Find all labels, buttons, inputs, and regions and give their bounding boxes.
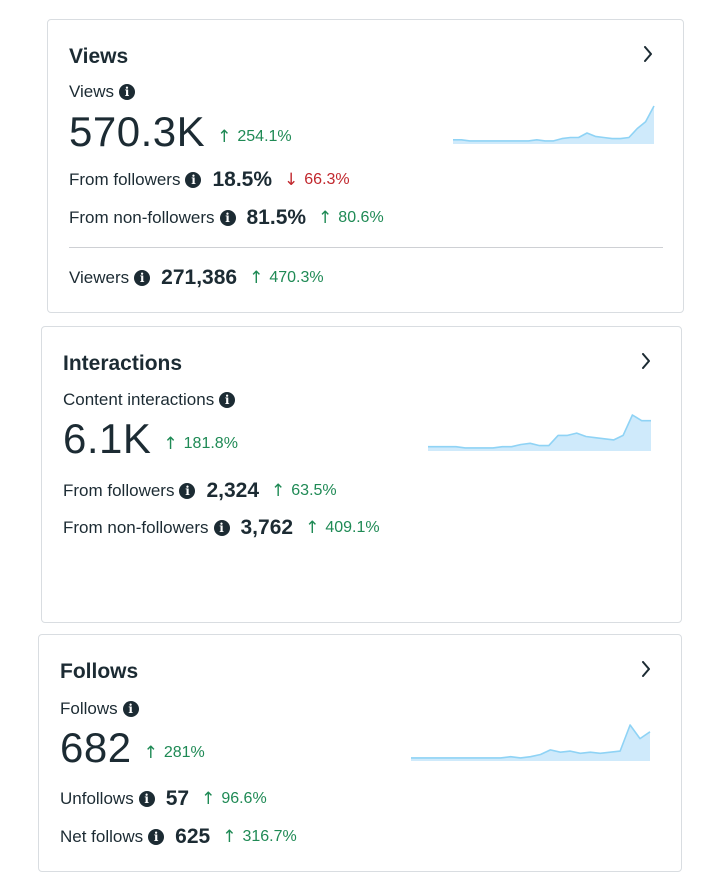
views-from-non-followers-row: From non-followers i 81.5% ↑ 80.6% (69, 206, 384, 230)
interactions-metric-delta: ↑ 181.8% (163, 434, 238, 454)
follows-net-follows-delta: ↑ 316.7% (222, 827, 297, 847)
arrow-down-icon: ↓ (284, 170, 299, 190)
views-card: Views Views i 570.3K ↑ 254.1% From follo… (47, 19, 684, 313)
interactions-from-non-followers-delta: ↑ 409.1% (305, 518, 380, 538)
interactions-sparkline (428, 414, 651, 451)
views-from-followers-label: From followers (69, 170, 181, 189)
views-card-title: Views (69, 45, 129, 68)
views-from-non-followers-label: From non-followers (69, 208, 215, 227)
interactions-metric-value: 6.1K (63, 415, 152, 462)
views-from-followers-delta-value: 66.3% (304, 171, 350, 188)
interactions-from-followers-value: 2,324 (206, 479, 260, 502)
interactions-card-title: Interactions (63, 352, 183, 375)
chevron-right-icon[interactable] (635, 658, 657, 680)
views-viewers-delta-value: 470.3% (269, 269, 324, 286)
info-icon[interactable]: i (119, 84, 136, 100)
arrow-up-icon: ↑ (217, 127, 232, 147)
views-from-followers-value: 18.5% (212, 168, 273, 191)
views-viewers-delta: ↑ 470.3% (249, 268, 324, 288)
views-sparkline (453, 105, 655, 144)
info-icon[interactable]: i (148, 829, 165, 845)
views-metric-delta: ↑ 254.1% (217, 127, 292, 147)
arrow-up-icon: ↑ (305, 518, 320, 538)
follows-net-follows-value: 625 (175, 825, 211, 848)
follows-card-title: Follows (60, 660, 139, 683)
info-icon[interactable]: i (179, 483, 196, 499)
arrow-up-icon: ↑ (143, 743, 158, 763)
interactions-sparkline-line (428, 414, 651, 449)
views-from-non-followers-delta: ↑ 80.6% (318, 208, 384, 228)
interactions-from-followers-delta-value: 63.5% (291, 482, 337, 499)
interactions-from-non-followers-row: From non-followers i 3,762 ↑ 409.1% (63, 516, 380, 540)
follows-unfollows-row: Unfollows i 57 ↑ 96.6% (60, 787, 267, 811)
views-metric-label-row: Views i (69, 82, 136, 102)
info-icon[interactable]: i (138, 791, 155, 807)
follows-metric-delta: ↑ 281% (144, 743, 205, 763)
arrow-up-icon: ↑ (271, 481, 286, 501)
arrow-up-icon: ↑ (201, 789, 216, 809)
interactions-from-non-followers-value: 3,762 (240, 516, 294, 539)
follows-sparkline (411, 724, 651, 761)
interactions-metric-delta-value: 181.8% (183, 435, 238, 452)
views-divider (69, 247, 663, 248)
views-from-non-followers-delta-value: 80.6% (338, 209, 384, 226)
interactions-from-followers-label: From followers (63, 481, 175, 500)
views-metric-row: 570.3K ↑ 254.1% (69, 108, 292, 156)
arrow-up-icon: ↑ (318, 208, 333, 228)
views-viewers-row: Viewers i 271,386 ↑ 470.3% (69, 266, 324, 290)
views-from-non-followers-value: 81.5% (246, 206, 307, 229)
views-metric-value: 570.3K (69, 108, 206, 155)
views-sparkline-area (453, 106, 654, 144)
interactions-from-followers-delta: ↑ 63.5% (271, 481, 337, 501)
follows-card: Follows Follows i 682 ↑ 281% Unfollows i… (38, 634, 682, 872)
info-icon[interactable]: i (213, 520, 230, 536)
follows-net-follows-delta-value: 316.7% (242, 828, 297, 845)
follows-metric-row: 682 ↑ 281% (60, 724, 205, 772)
views-viewers-label: Viewers (69, 268, 130, 287)
arrow-up-icon: ↑ (249, 268, 264, 288)
chevron-right-icon[interactable] (637, 43, 659, 65)
interactions-card: Interactions Content interactions i 6.1K… (41, 326, 682, 623)
interactions-from-non-followers-delta-value: 409.1% (325, 519, 380, 536)
follows-unfollows-value: 57 (165, 787, 190, 810)
views-metric-delta-value: 254.1% (237, 128, 292, 145)
info-icon[interactable]: i (122, 701, 139, 717)
interactions-metric-row: 6.1K ↑ 181.8% (63, 415, 238, 463)
follows-metric-value: 682 (60, 724, 132, 771)
info-icon[interactable]: i (219, 210, 236, 226)
interactions-from-followers-row: From followers i 2,324 ↑ 63.5% (63, 479, 337, 503)
arrow-up-icon: ↑ (163, 434, 178, 454)
info-icon[interactable]: i (185, 172, 202, 188)
info-icon[interactable]: i (219, 392, 236, 408)
views-from-followers-delta: ↓ 66.3% (284, 170, 350, 190)
chevron-right-icon[interactable] (635, 350, 657, 372)
interactions-metric-label: Content interactions (63, 390, 215, 409)
views-sparkline-line (453, 105, 655, 142)
follows-sparkline-area (411, 725, 650, 761)
follows-metric-label: Follows (60, 699, 118, 718)
interactions-metric-label-row: Content interactions i (63, 390, 236, 410)
interactions-from-non-followers-label: From non-followers (63, 518, 209, 537)
follows-metric-delta-value: 281% (163, 744, 205, 761)
views-from-followers-row: From followers i 18.5% ↓ 66.3% (69, 168, 350, 192)
follows-unfollows-delta-value: 96.6% (221, 790, 267, 807)
follows-unfollows-label: Unfollows (60, 789, 134, 808)
follows-net-follows-row: Net follows i 625 ↑ 316.7% (60, 825, 297, 849)
interactions-sparkline-area (428, 415, 651, 451)
follows-metric-label-row: Follows i (60, 699, 139, 719)
follows-net-follows-label: Net follows (60, 827, 144, 846)
views-viewers-value: 271,386 (161, 266, 238, 289)
follows-sparkline-line (411, 724, 651, 759)
views-metric-label: Views (69, 82, 115, 101)
arrow-up-icon: ↑ (222, 827, 237, 847)
follows-unfollows-delta: ↑ 96.6% (201, 789, 267, 809)
info-icon[interactable]: i (134, 270, 151, 286)
